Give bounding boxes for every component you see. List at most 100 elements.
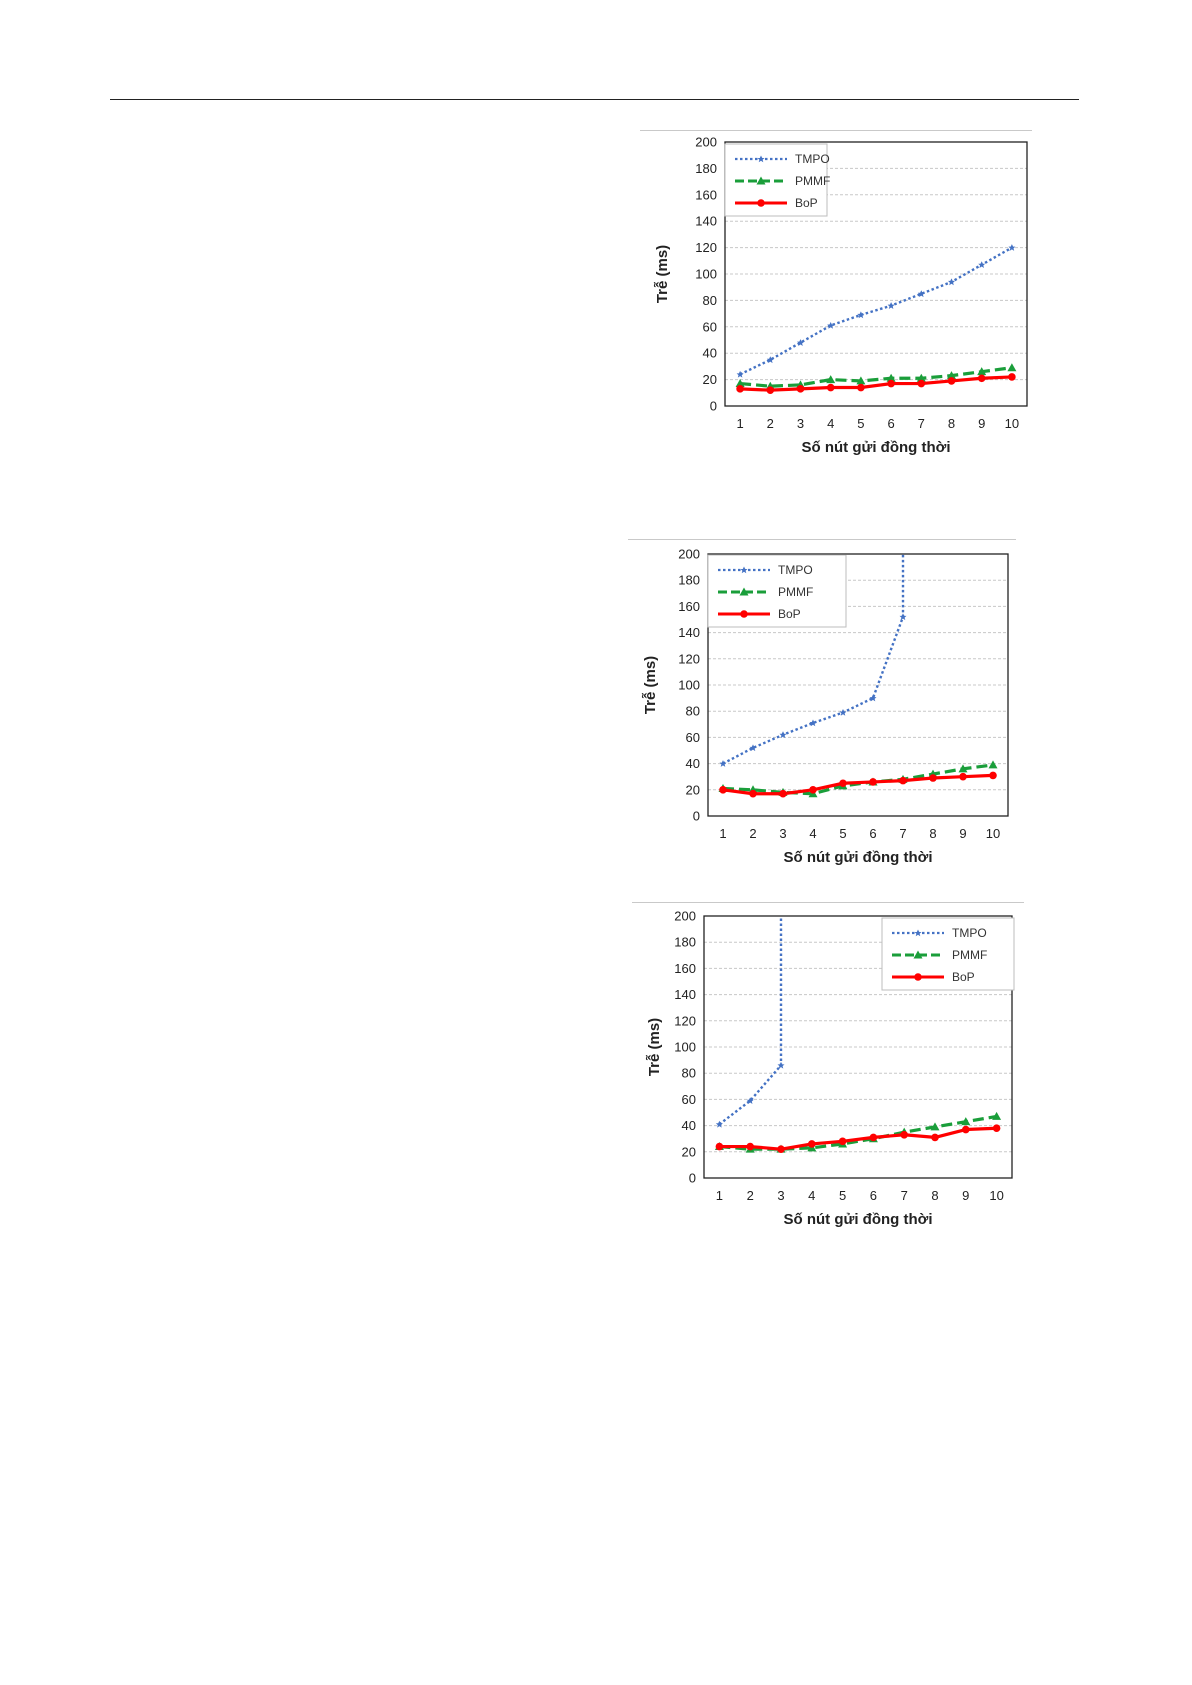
bop-point [959, 772, 967, 781]
pmmf-point [1007, 363, 1017, 372]
x-tick-label: 10 [989, 1188, 1003, 1203]
bop-series-line [722, 773, 994, 796]
x-tick-label: 7 [899, 826, 906, 841]
chart-svg: 0 20 40 60 80 100 120 140 160 180 200 1 2 3 4 5 6 7 8 9 10 Số… [642, 547, 1009, 866]
bop-point [899, 776, 907, 785]
pmmf-series-line [719, 1114, 997, 1151]
y-tick-label: 160 [695, 187, 717, 202]
plot-frame [707, 553, 1009, 817]
tmpo-point [839, 709, 847, 716]
latency-chart-3: 0 20 40 60 80 100 120 140 160 180 200 1 2 3 4 5 6 7 8 9 10 Số… [632, 902, 1024, 1247]
y-tick-label: 0 [710, 399, 717, 414]
y-tick-label: 140 [678, 625, 700, 640]
y-axis-title: Trễ (ms) [654, 245, 671, 303]
tmpo-series-line [718, 916, 783, 1126]
pmmf-series-line [739, 366, 1013, 388]
x-axis-title: Số nút gửi đồng thời [784, 1211, 933, 1228]
chart-top-border [632, 902, 1024, 903]
y-tick-label: 140 [674, 987, 696, 1002]
x-tick-label: 2 [749, 826, 756, 841]
y-tick-label: 60 [682, 1092, 696, 1107]
tmpo-point [917, 290, 925, 298]
bop-point [931, 1133, 939, 1142]
tmpo-series-line [739, 246, 1013, 376]
x-tick-label: 1 [736, 416, 743, 431]
legend-label: BoP [778, 607, 801, 621]
bop-point [917, 379, 926, 388]
tmpo-point [740, 566, 748, 574]
x-tick-label: 3 [779, 826, 786, 841]
tmpo-point [978, 261, 986, 269]
x-tick-label: 6 [869, 826, 876, 841]
tmpo-series-line [722, 554, 905, 765]
bop-point [746, 1142, 754, 1151]
x-tick-label: 7 [918, 416, 925, 431]
chart-svg: 0 20 40 60 80 100 120 140 160 180 200 1 2 3 4 5 6 7 8 9 10 Số… [646, 909, 1015, 1228]
chart-svg: 0 20 40 60 80 100 120 140 160 180 200 1 2 3 4 5 6 7 8 9 10 Số… [654, 135, 1028, 456]
tmpo-point [757, 155, 765, 163]
x-tick-label: 9 [962, 1188, 969, 1203]
tmpo-point [827, 321, 835, 329]
y-tick-label: 100 [678, 678, 700, 693]
y-tick-label: 120 [695, 240, 717, 255]
bop-point [992, 1124, 1001, 1133]
tmpo-point [809, 719, 817, 727]
bop-point [1008, 373, 1016, 381]
pmmf-point [735, 379, 745, 388]
x-tick-label: 6 [870, 1188, 877, 1203]
latency-chart-2: 0 20 40 60 80 100 120 140 160 180 200 1 2 3 4 5 6 7 8 9 10 Số… [628, 539, 1016, 879]
latency-chart-1: 0 20 40 60 80 100 120 140 160 180 200 1 2 3 4 5 6 7 8 9 10 Số… [640, 130, 1032, 475]
y-tick-label: 40 [703, 346, 717, 361]
y-tick-label: 180 [678, 573, 700, 588]
pmmf-point [739, 587, 749, 596]
pmmf-point [961, 1117, 971, 1126]
bop-point [796, 385, 805, 393]
y-tick-label: 200 [674, 909, 696, 924]
x-tick-label: 7 [901, 1188, 908, 1203]
tmpo-point [869, 694, 877, 702]
bop-point [947, 377, 956, 385]
plot-frame [703, 915, 1013, 1179]
plot-frame [724, 141, 1028, 407]
bop-point [838, 1137, 847, 1146]
x-tick-label: 3 [777, 1188, 784, 1203]
bop-series-line [719, 1126, 997, 1151]
bop-point [839, 779, 847, 788]
pmmf-point [977, 367, 987, 376]
y-tick-label: 80 [703, 293, 717, 308]
x-tick-label: 5 [839, 826, 846, 841]
bop-series-line [740, 375, 1012, 392]
y-tick-label: 180 [695, 161, 717, 176]
y-tick-label: 100 [695, 267, 717, 282]
bop-point [740, 610, 748, 618]
bop-point [777, 1145, 785, 1153]
bop-point [869, 778, 877, 786]
legend: TMPO PMMF BoP [707, 554, 847, 628]
bop-point [914, 973, 922, 981]
x-tick-label: 5 [857, 416, 864, 431]
tmpo-point [715, 1120, 723, 1128]
x-tick-label: 2 [767, 416, 774, 431]
bop-point [962, 1125, 970, 1134]
legend-label: PMMF [952, 948, 987, 962]
bop-point [809, 786, 817, 794]
legend-label: BoP [952, 970, 975, 984]
y-tick-label: 120 [678, 651, 700, 666]
y-tick-label: 40 [686, 756, 700, 771]
pmmf-point [826, 375, 836, 384]
bop-point [989, 771, 997, 780]
legend-label: TMPO [778, 563, 813, 577]
x-tick-label: 6 [887, 416, 894, 431]
pmmf-point [947, 371, 956, 380]
x-tick-label: 4 [827, 416, 834, 431]
legend-box [881, 917, 1015, 991]
x-tick-label: 10 [986, 826, 1000, 841]
x-tick-label: 3 [797, 416, 804, 431]
y-axis-title: Trễ (ms) [646, 1018, 663, 1076]
tmpo-point [914, 929, 922, 937]
legend-box [707, 554, 847, 628]
y-tick-label: 20 [682, 1144, 696, 1159]
bop-point [826, 383, 835, 392]
bop-point [766, 386, 775, 394]
x-tick-label: 1 [719, 826, 726, 841]
